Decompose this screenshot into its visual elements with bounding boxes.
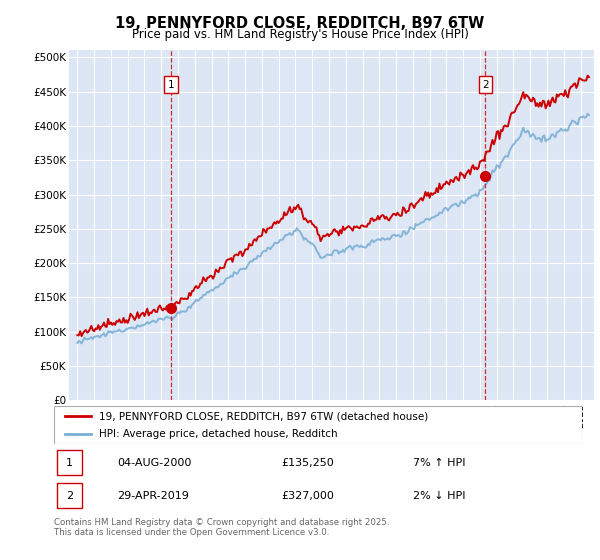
- Text: 1: 1: [168, 80, 175, 90]
- Text: 2% ↓ HPI: 2% ↓ HPI: [413, 491, 466, 501]
- Text: 1: 1: [66, 458, 73, 468]
- Bar: [56, 483, 82, 508]
- Text: 2: 2: [482, 80, 489, 90]
- Text: 19, PENNYFORD CLOSE, REDDITCH, B97 6TW: 19, PENNYFORD CLOSE, REDDITCH, B97 6TW: [115, 16, 485, 31]
- Text: 29-APR-2019: 29-APR-2019: [118, 491, 189, 501]
- Text: 2: 2: [66, 491, 73, 501]
- Text: £327,000: £327,000: [281, 491, 334, 501]
- Text: Contains HM Land Registry data © Crown copyright and database right 2025.
This d: Contains HM Land Registry data © Crown c…: [54, 518, 389, 538]
- Text: Price paid vs. HM Land Registry's House Price Index (HPI): Price paid vs. HM Land Registry's House …: [131, 28, 469, 41]
- Text: 7% ↑ HPI: 7% ↑ HPI: [413, 458, 466, 468]
- Text: 19, PENNYFORD CLOSE, REDDITCH, B97 6TW (detached house): 19, PENNYFORD CLOSE, REDDITCH, B97 6TW (…: [99, 411, 428, 421]
- Text: £135,250: £135,250: [281, 458, 334, 468]
- Bar: [56, 450, 82, 475]
- Text: 04-AUG-2000: 04-AUG-2000: [118, 458, 192, 468]
- Text: HPI: Average price, detached house, Redditch: HPI: Average price, detached house, Redd…: [99, 429, 338, 439]
